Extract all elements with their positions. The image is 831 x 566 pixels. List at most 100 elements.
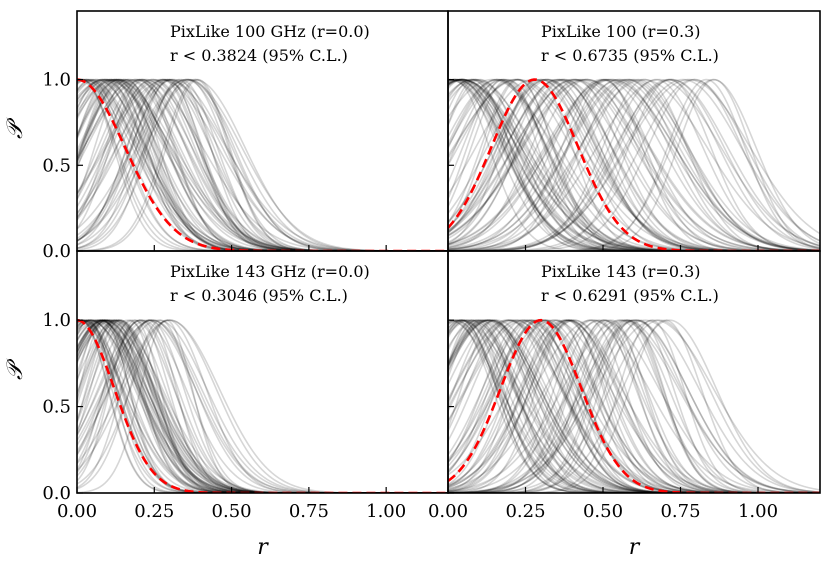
realization-curve xyxy=(448,78,820,251)
panels: 0.0 0.5 1.0 𝒫 PixLike 100 GHz (r=0.0) r < 0.3… xyxy=(3,10,821,560)
realization-curve xyxy=(77,319,448,493)
panel-title: PixLike 100 (r=0.3) xyxy=(541,22,701,41)
realization-curve xyxy=(77,78,448,251)
realization-curve xyxy=(448,319,820,493)
x-tick-label: 0.75 xyxy=(289,501,329,522)
x-tick-label: 0.75 xyxy=(660,501,700,522)
y-axis-label: 𝒫 xyxy=(3,117,28,139)
realization-curve xyxy=(77,78,448,251)
realization-curve xyxy=(77,319,448,493)
realization-curve xyxy=(77,319,448,493)
realization-curve xyxy=(448,319,820,493)
realization-curve xyxy=(77,319,448,493)
realization-curve xyxy=(448,319,820,493)
realization-curve xyxy=(77,319,448,493)
realization-curve xyxy=(77,319,448,493)
realization-curve xyxy=(448,319,820,493)
panel-annotation: r < 0.3046 (95% C.L.) xyxy=(170,286,348,305)
y-tick-label: 0.5 xyxy=(42,155,71,176)
realization-curve xyxy=(448,78,820,251)
realization-curve xyxy=(448,319,820,493)
realization-curve xyxy=(77,78,448,251)
combined-posterior-curve xyxy=(448,318,820,493)
realization-curve xyxy=(77,319,448,493)
realization-curve xyxy=(77,78,448,251)
realization-curve xyxy=(77,319,448,493)
realization-curve xyxy=(448,78,820,251)
realization-curve xyxy=(448,319,820,493)
realization-curves xyxy=(448,319,820,493)
x-tick-label: 1.00 xyxy=(738,501,778,522)
realization-curve xyxy=(448,78,820,251)
realization-curve xyxy=(448,78,820,251)
realization-curve xyxy=(77,78,448,251)
realization-curve xyxy=(448,78,820,251)
realization-curve xyxy=(77,319,448,493)
panel-annotation: r < 0.3824 (95% C.L.) xyxy=(170,46,348,65)
realization-curve xyxy=(77,78,448,251)
combined-posterior-curve xyxy=(77,78,448,251)
realization-curve xyxy=(448,78,820,251)
realization-curve xyxy=(448,319,820,493)
realization-curve xyxy=(448,78,820,251)
realization-curve xyxy=(77,78,448,251)
panel-annotation: r < 0.6735 (95% C.L.) xyxy=(541,46,719,65)
panel-2: PixLike 100 (r=0.3) r < 0.6735 (95% C.L.) xyxy=(447,10,821,252)
axes-frame xyxy=(447,250,821,494)
realization-curve xyxy=(448,78,820,251)
realization-curve xyxy=(448,78,820,251)
realization-curve xyxy=(77,78,448,251)
realization-curve xyxy=(448,319,820,493)
x-axis-label: r xyxy=(257,535,269,560)
realization-curve xyxy=(448,78,820,251)
realization-curve xyxy=(448,319,820,493)
realization-curve xyxy=(77,319,448,493)
panel-1: 0.0 0.5 1.0 𝒫 PixLike 100 GHz (r=0.0) r < 0.3… xyxy=(3,10,449,262)
realization-curve xyxy=(448,319,820,493)
realization-curve xyxy=(77,78,448,251)
realization-curve xyxy=(448,319,820,493)
realization-curve xyxy=(448,319,820,493)
realization-curve xyxy=(448,78,820,251)
realization-curve xyxy=(448,319,820,493)
realization-curve xyxy=(77,78,448,251)
realization-curve xyxy=(77,78,448,251)
realization-curve xyxy=(448,78,820,251)
realization-curve xyxy=(77,78,448,251)
realization-curve xyxy=(448,78,820,251)
realization-curve xyxy=(77,319,448,493)
realization-curve xyxy=(77,319,448,493)
realization-curve xyxy=(448,319,820,493)
x-tick-label: 1.00 xyxy=(366,501,406,522)
realization-curve xyxy=(448,78,820,251)
realization-curve xyxy=(448,319,820,493)
realization-curve xyxy=(448,78,820,251)
realization-curve xyxy=(448,319,820,493)
panel-annotation: r < 0.6291 (95% C.L.) xyxy=(541,286,719,305)
realization-curve xyxy=(448,319,820,493)
realization-curve xyxy=(77,78,448,251)
realization-curve xyxy=(448,319,820,493)
realization-curve xyxy=(77,78,448,251)
panel-title: PixLike 143 (r=0.3) xyxy=(541,262,701,281)
realization-curve xyxy=(77,78,448,251)
realization-curve xyxy=(77,319,448,493)
panel-title: PixLike 143 GHz (r=0.0) xyxy=(170,262,370,281)
realization-curve xyxy=(448,319,820,493)
y-axis-label: 𝒫 xyxy=(3,358,28,380)
realization-curve xyxy=(448,78,820,251)
realization-curve xyxy=(77,319,448,493)
realization-curve xyxy=(77,319,448,493)
panel-4: 0.00 0.25 0.50 0.75 1.00 r PixLike 143 (r=0.3)… xyxy=(428,250,821,560)
realization-curve xyxy=(77,78,448,251)
realization-curve xyxy=(448,319,820,493)
realization-curve xyxy=(448,319,820,493)
realization-curve xyxy=(448,78,820,251)
realization-curve xyxy=(448,78,820,251)
combined-posterior-curve xyxy=(77,318,448,493)
realization-curve xyxy=(77,78,448,251)
realization-curves xyxy=(448,78,820,251)
realization-curve xyxy=(448,319,820,493)
realization-curve xyxy=(448,319,820,493)
